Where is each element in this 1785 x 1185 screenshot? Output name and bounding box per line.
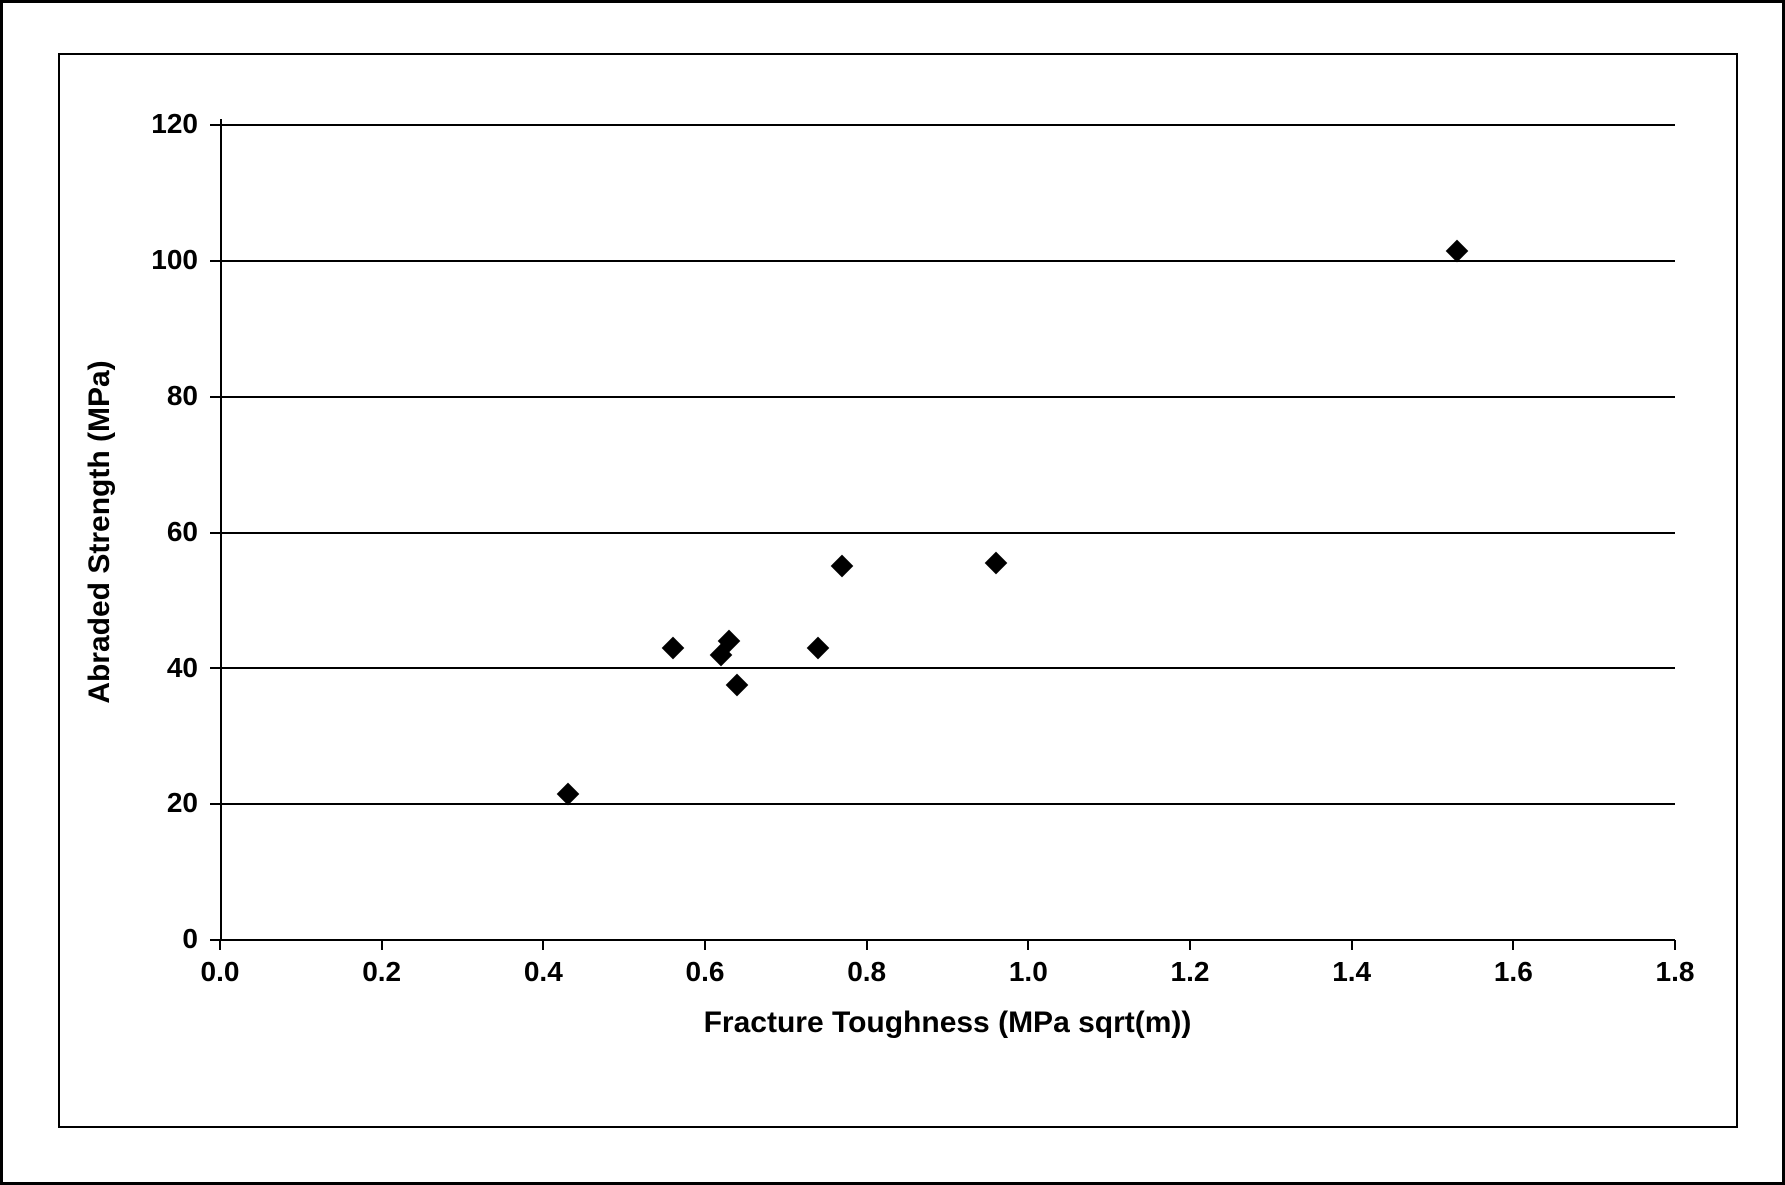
- data-point: [807, 637, 830, 660]
- data-point: [661, 637, 684, 660]
- x-tick-label: 0.0: [201, 956, 240, 988]
- y-tick-label: 20: [167, 787, 198, 819]
- x-tick-label: 0.2: [362, 956, 401, 988]
- y-tick-label: 100: [151, 244, 198, 276]
- y-tick: [210, 396, 220, 398]
- y-tick-label: 60: [167, 516, 198, 548]
- gridline: [220, 124, 1675, 126]
- data-point: [831, 555, 854, 578]
- x-tick: [1189, 940, 1191, 950]
- x-tick-label: 0.6: [686, 956, 725, 988]
- plot-area: [220, 125, 1675, 940]
- data-point: [556, 783, 579, 806]
- gridline: [220, 532, 1675, 534]
- y-tick: [210, 667, 220, 669]
- x-axis-line: [220, 939, 1675, 941]
- outer-frame: Abraded Strength (MPa) Fracture Toughnes…: [0, 0, 1785, 1185]
- y-tick: [210, 260, 220, 262]
- y-tick-label: 0: [182, 923, 198, 955]
- x-tick: [381, 940, 383, 950]
- gridline: [220, 396, 1675, 398]
- x-tick-label: 1.4: [1332, 956, 1371, 988]
- x-tick-label: 1.0: [1009, 956, 1048, 988]
- data-point: [1445, 239, 1468, 262]
- x-tick: [1512, 940, 1514, 950]
- y-tick: [210, 532, 220, 534]
- x-tick-label: 0.8: [847, 956, 886, 988]
- y-tick: [210, 124, 220, 126]
- x-tick-label: 0.4: [524, 956, 563, 988]
- data-point: [985, 552, 1008, 575]
- x-tick: [542, 940, 544, 950]
- x-axis-title: Fracture Toughness (MPa sqrt(m)): [704, 1006, 1192, 1040]
- y-axis-line: [220, 119, 222, 940]
- x-tick-label: 1.2: [1171, 956, 1210, 988]
- y-tick-label: 120: [151, 108, 198, 140]
- x-tick: [1351, 940, 1353, 950]
- chart-area: Abraded Strength (MPa) Fracture Toughnes…: [58, 53, 1738, 1128]
- x-tick-label: 1.8: [1656, 956, 1695, 988]
- x-tick: [1674, 940, 1676, 950]
- x-tick: [866, 940, 868, 950]
- y-tick-label: 40: [167, 652, 198, 684]
- x-tick: [219, 940, 221, 950]
- y-tick-label: 80: [167, 380, 198, 412]
- y-tick: [210, 803, 220, 805]
- x-tick: [1027, 940, 1029, 950]
- data-point: [726, 674, 749, 697]
- x-tick: [704, 940, 706, 950]
- y-axis-title: Abraded Strength (MPa): [83, 360, 117, 703]
- gridline: [220, 667, 1675, 669]
- x-tick-label: 1.6: [1494, 956, 1533, 988]
- gridline: [220, 803, 1675, 805]
